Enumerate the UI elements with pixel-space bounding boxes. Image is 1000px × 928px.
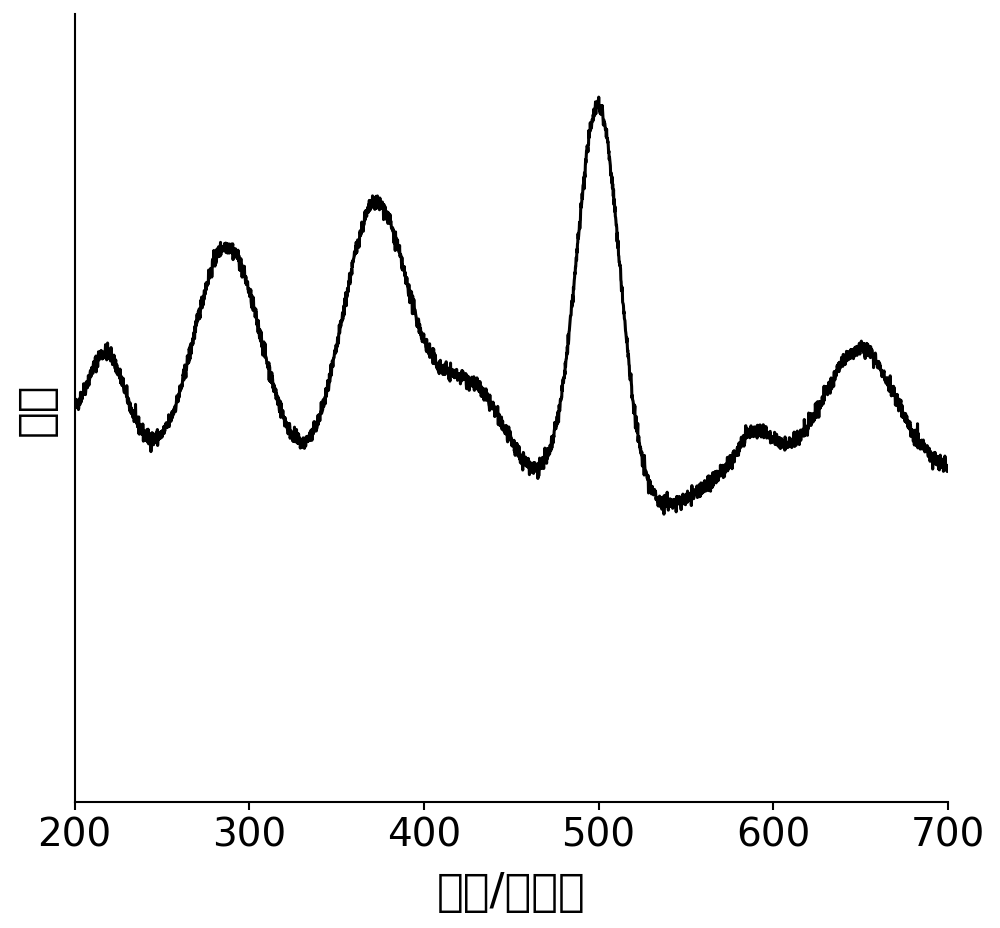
Y-axis label: 强度: 强度 <box>15 382 58 435</box>
X-axis label: 波数/每厘米: 波数/每厘米 <box>437 870 586 913</box>
